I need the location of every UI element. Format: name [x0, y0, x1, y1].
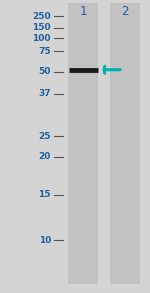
Text: 1: 1 — [80, 5, 87, 18]
Bar — [110, 3, 140, 284]
Bar — [68, 3, 98, 284]
Text: 10: 10 — [39, 236, 51, 245]
Text: 20: 20 — [39, 152, 51, 161]
Text: 15: 15 — [39, 190, 51, 199]
Text: 250: 250 — [32, 12, 51, 21]
Text: 37: 37 — [38, 89, 51, 98]
Text: 150: 150 — [32, 23, 51, 32]
Text: 50: 50 — [39, 67, 51, 76]
Text: 100: 100 — [33, 34, 51, 42]
Text: 2: 2 — [122, 5, 129, 18]
Text: 25: 25 — [39, 132, 51, 141]
Text: 75: 75 — [38, 47, 51, 56]
